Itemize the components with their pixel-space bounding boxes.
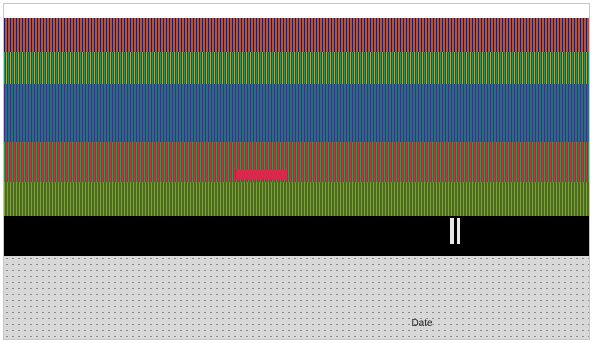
band-3 [4, 84, 589, 142]
band-2 [4, 52, 589, 84]
band-4 [4, 142, 589, 182]
band-7 [4, 256, 589, 339]
chart-canvas: Date [4, 18, 589, 339]
band-6 [4, 216, 589, 256]
x-axis-label: Date [411, 318, 433, 329]
plot-area [4, 18, 589, 339]
legend-swatch [450, 218, 454, 244]
legend-swatch-2 [457, 218, 460, 244]
band-1 [4, 18, 589, 52]
band-5 [4, 182, 589, 216]
highlight-mark [236, 169, 286, 179]
chart-frame: Date [3, 3, 590, 340]
